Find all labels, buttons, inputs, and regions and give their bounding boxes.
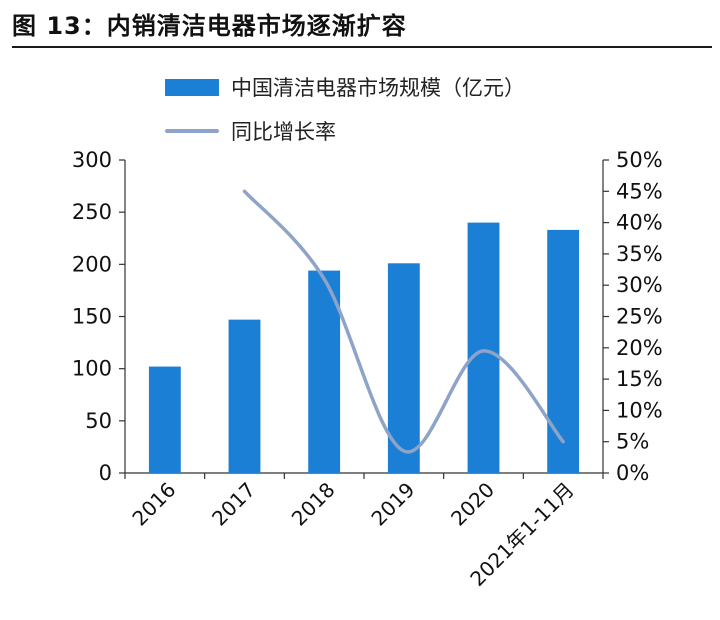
bar-2021年1-11月	[547, 229, 580, 473]
right-axis-tick-label: 10%	[616, 398, 663, 422]
x-axis-label-2017: 2017	[207, 478, 260, 531]
figure-title: 图 13：内销清洁电器市场逐渐扩容	[12, 12, 407, 40]
left-axis-tick-label: 100	[72, 357, 112, 381]
bar-2018	[308, 270, 341, 473]
legend-item-market-size: 中国清洁电器市场规模（亿元）	[165, 72, 525, 102]
right-axis-tick-label: 25%	[616, 305, 663, 329]
legend-line-swatch	[165, 129, 219, 133]
left-axis-tick-label: 250	[72, 200, 112, 224]
legend-item-growth-rate: 同比增长率	[165, 116, 336, 146]
right-axis-tick-label: 45%	[616, 179, 663, 203]
right-axis-tick-label: 50%	[616, 148, 663, 172]
left-axis-tick-label: 50	[85, 409, 112, 433]
growth-rate-line	[242, 189, 565, 454]
x-axis-label-2016: 2016	[127, 478, 180, 531]
right-axis-tick-label: 40%	[616, 211, 663, 235]
right-axis-tick-label: 15%	[616, 367, 663, 391]
x-axis-label-2018: 2018	[287, 478, 340, 531]
legend-label-market-size: 中国清洁电器市场规模（亿元）	[231, 76, 525, 100]
left-axis-tick-label: 0	[99, 461, 112, 485]
right-axis-tick-label: 5%	[616, 430, 649, 454]
bar-2016	[148, 366, 181, 473]
right-axis-tick-label: 30%	[616, 273, 663, 297]
right-axis-tick-label: 35%	[616, 242, 663, 266]
bar-2020	[467, 222, 500, 473]
legend-label-growth-rate: 同比增长率	[231, 120, 336, 144]
left-axis-tick-label: 200	[72, 252, 112, 276]
left-axis-tick-label: 150	[72, 305, 112, 329]
left-axis-tick-label: 300	[72, 148, 112, 172]
x-axis-label-2020: 2020	[446, 478, 499, 531]
right-axis-tick-label: 0%	[616, 461, 649, 485]
x-axis-label-2019: 2019	[366, 478, 419, 531]
title-divider	[12, 46, 712, 48]
bar-2017	[228, 319, 261, 473]
legend-bar-swatch	[165, 78, 219, 96]
right-axis-tick-label: 20%	[616, 336, 663, 360]
